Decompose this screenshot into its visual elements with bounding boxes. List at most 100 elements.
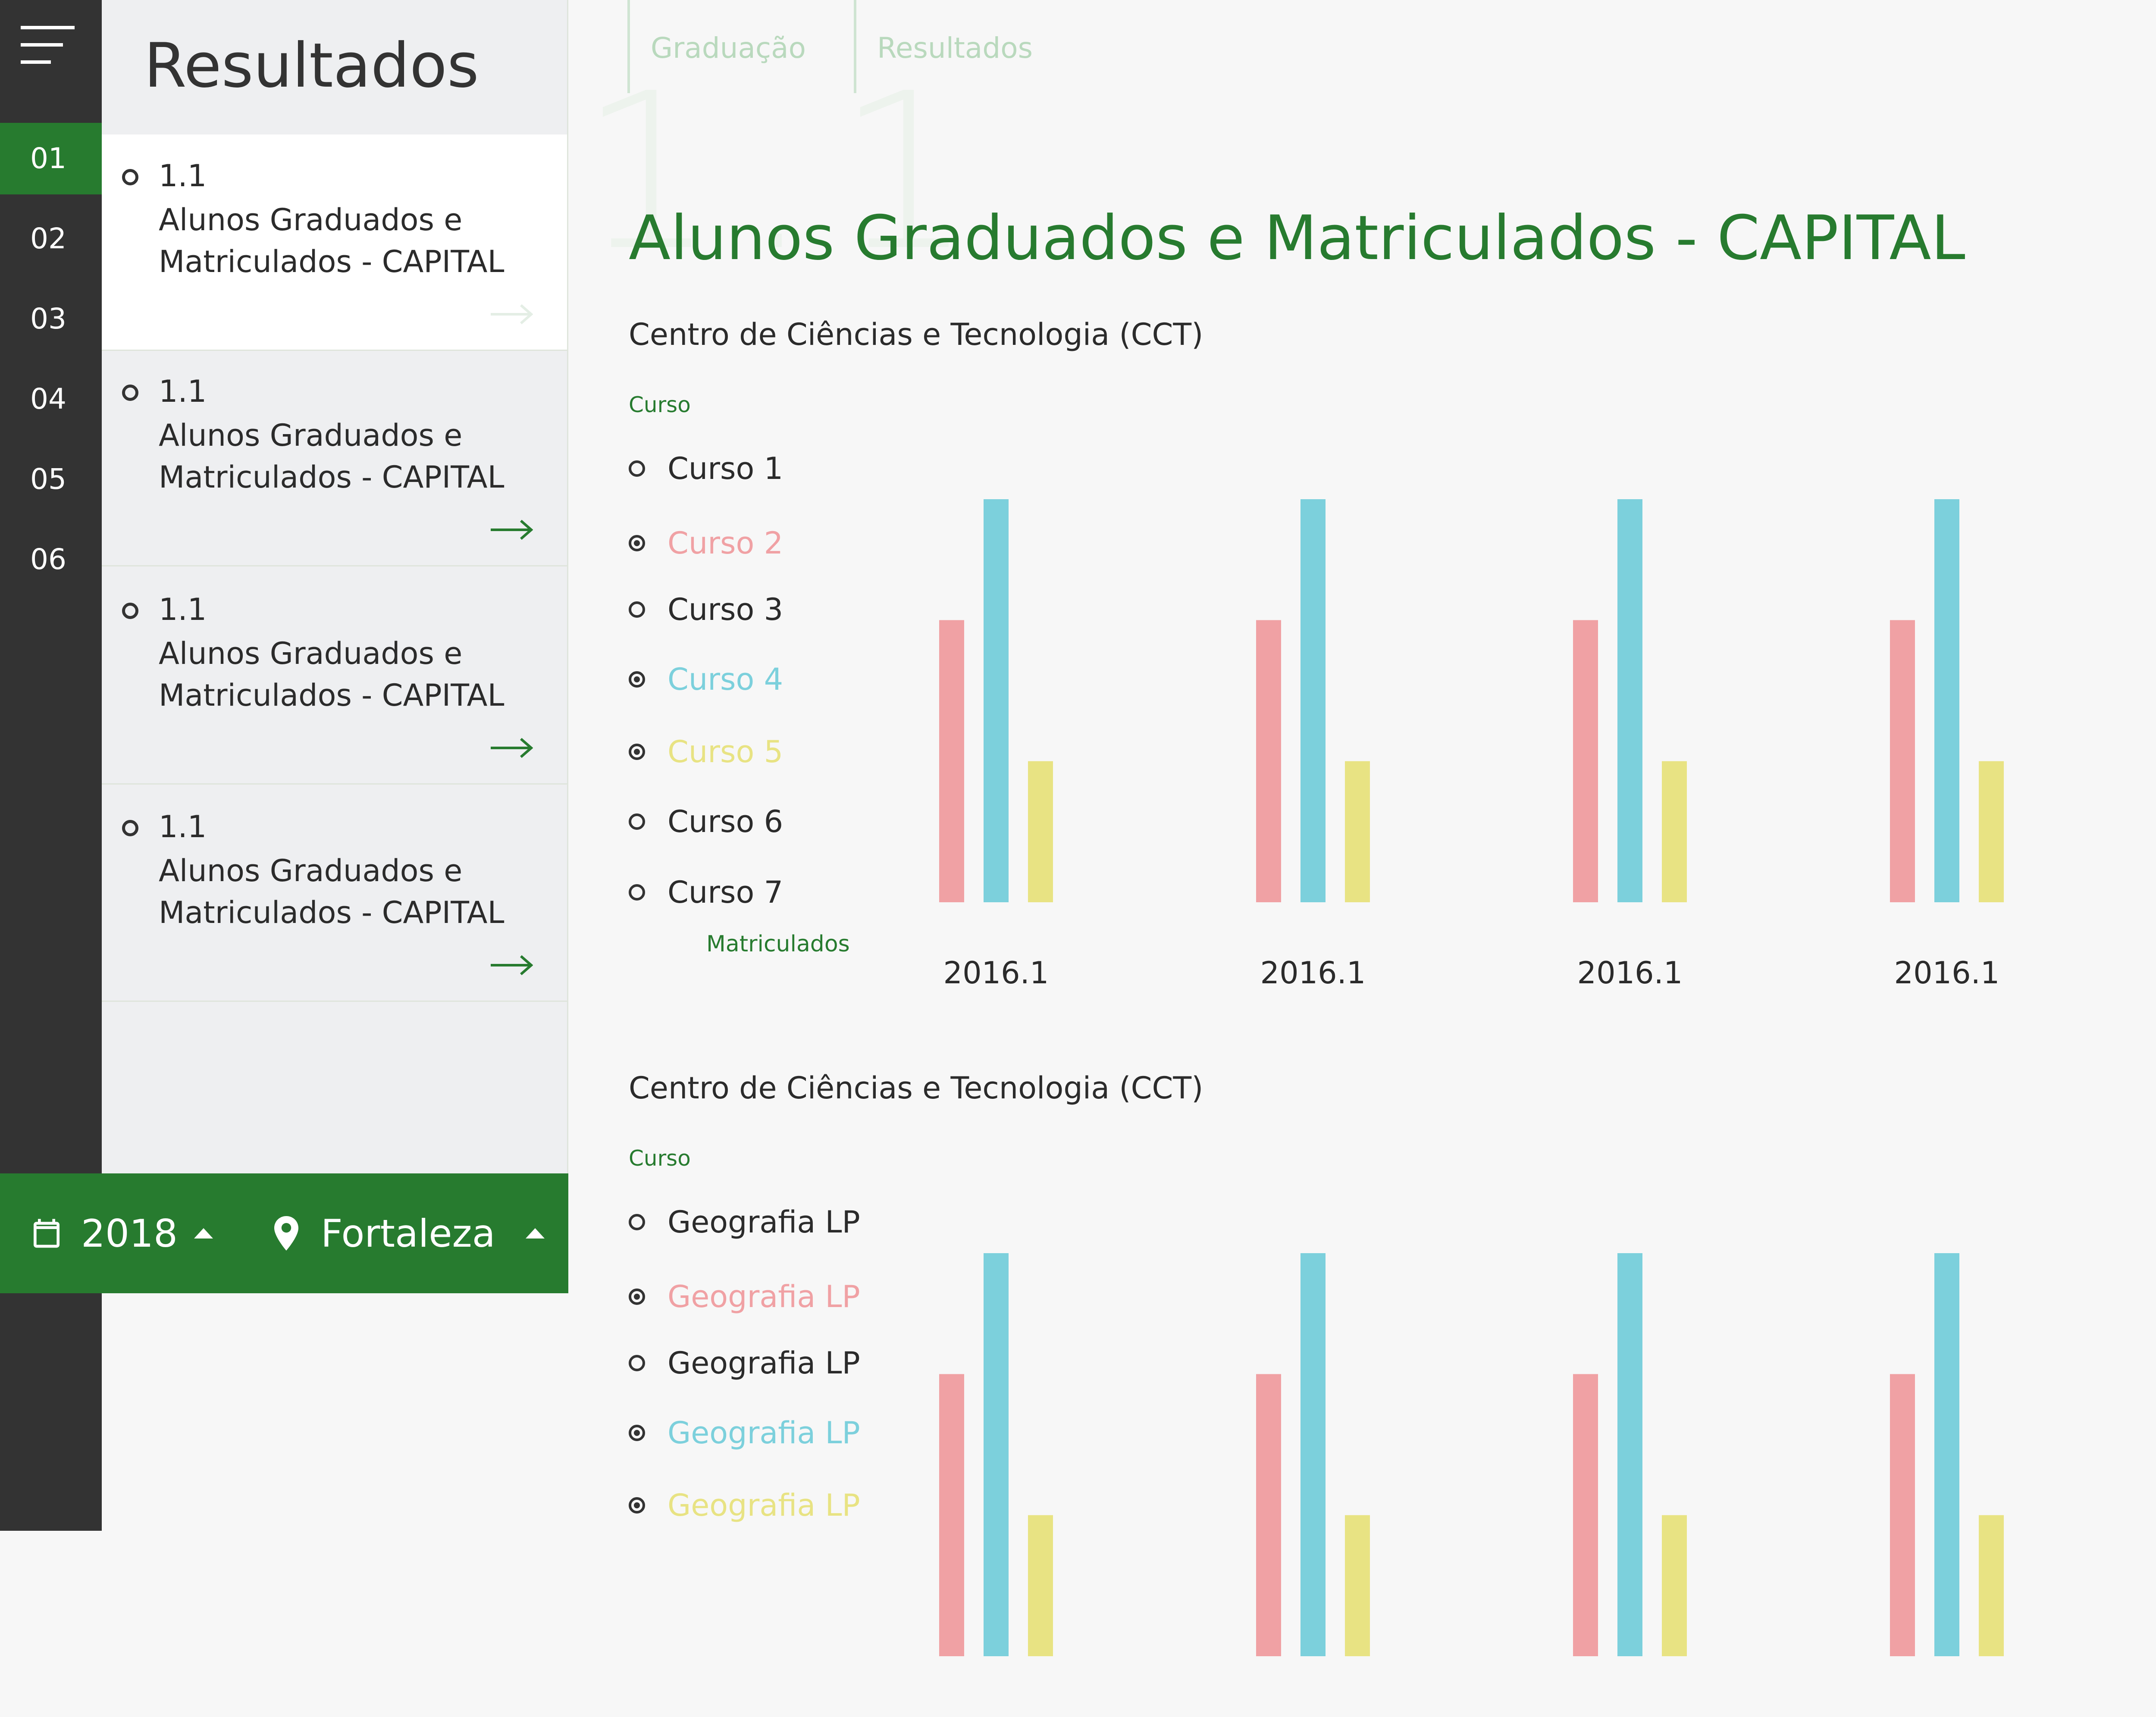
year-value: 2018 bbox=[81, 1211, 178, 1256]
tab-graduacao[interactable]: Graduação bbox=[627, 0, 806, 93]
legend-item[interactable]: Geografia LP bbox=[629, 1345, 860, 1381]
item-label: Alunos Graduados e Matriculados - CAPITA… bbox=[159, 418, 505, 495]
bar-3-group-1 bbox=[1028, 1515, 1053, 1656]
legend-item[interactable]: Curso 3 bbox=[629, 592, 783, 627]
rail-item-03[interactable]: 03 bbox=[30, 302, 66, 335]
legend-item[interactable]: Geografia LP bbox=[629, 1415, 860, 1451]
city-selector[interactable]: Fortaleza bbox=[273, 1173, 545, 1293]
bar-2-group-3 bbox=[1617, 499, 1642, 902]
bar-3-group-3 bbox=[1662, 1515, 1687, 1656]
location-pin-icon bbox=[274, 1216, 298, 1251]
bar-3-group-2 bbox=[1345, 1515, 1370, 1656]
bar-2-group-2 bbox=[1300, 499, 1326, 902]
bar-chart bbox=[939, 1253, 2004, 1656]
item-number: 1.1 bbox=[159, 592, 207, 627]
radio-button-icon[interactable] bbox=[629, 1497, 645, 1514]
center-name: Centro de Ciências e Tecnologia (CCT) bbox=[629, 1070, 1203, 1106]
section-number-watermark: 1.1 bbox=[579, 47, 1000, 298]
center-name: Centro de Ciências e Tecnologia (CCT) bbox=[629, 317, 1203, 352]
x-tick-label: 2016.1 bbox=[1260, 955, 1366, 991]
radio-button-icon[interactable] bbox=[629, 671, 645, 688]
x-tick-label: 2016.1 bbox=[1894, 955, 2000, 991]
legend-item[interactable]: Curso 6 bbox=[629, 804, 783, 839]
radio-button-icon[interactable] bbox=[629, 744, 645, 760]
legend-label: Curso 1 bbox=[667, 451, 783, 486]
rail-item-02[interactable]: 02 bbox=[30, 222, 66, 255]
bar-2-group-2 bbox=[1300, 1253, 1326, 1656]
bullet-circle-icon bbox=[122, 169, 138, 185]
item-number: 1.1 bbox=[159, 809, 207, 844]
bar-3-group-3 bbox=[1662, 761, 1687, 902]
year-selector[interactable]: 2018 bbox=[29, 1173, 213, 1293]
legend-item[interactable]: Curso 5 bbox=[629, 734, 783, 769]
arrow-right-icon[interactable] bbox=[490, 737, 533, 759]
item-label: Alunos Graduados e Matriculados - CAPITA… bbox=[159, 636, 505, 713]
legend-item[interactable]: Curso 4 bbox=[629, 662, 783, 697]
result-list-item[interactable]: 1.1 Alunos Graduados e Matriculados - CAP… bbox=[102, 350, 567, 566]
arrow-right-icon[interactable] bbox=[490, 519, 533, 541]
legend-label: Geografia LP bbox=[667, 1279, 860, 1314]
bar-1-group-4 bbox=[1890, 620, 1915, 902]
item-number: 1.1 bbox=[159, 158, 207, 194]
x-tick-label: 2016.1 bbox=[1577, 955, 1683, 991]
rail-item-04[interactable]: 04 bbox=[30, 382, 66, 416]
bar-2-group-4 bbox=[1934, 499, 1959, 902]
bar-3-group-1 bbox=[1028, 761, 1053, 902]
radio-button-icon[interactable] bbox=[629, 884, 645, 901]
city-value: Fortaleza bbox=[321, 1211, 495, 1256]
legend-item[interactable]: Geografia LP bbox=[629, 1488, 860, 1523]
result-list-item[interactable]: 1.1 Alunos Graduados e Matriculados - CAP… bbox=[102, 568, 567, 785]
item-label: Alunos Graduados e Matriculados - CAPITA… bbox=[159, 202, 505, 279]
radio-button-icon[interactable] bbox=[629, 1425, 645, 1441]
calendar-icon bbox=[34, 1219, 60, 1248]
legend-item[interactable]: Geografia LP bbox=[629, 1279, 860, 1314]
legend-label: Curso 3 bbox=[667, 592, 783, 627]
results-panel: Resultados 1.1 Alunos Graduados e Matricu… bbox=[102, 0, 568, 1173]
bar-2-group-3 bbox=[1617, 1253, 1642, 1656]
tab-resultados[interactable]: Resultados bbox=[854, 0, 1033, 93]
x-axis-name: Matriculados bbox=[706, 931, 850, 957]
bar-1-group-2 bbox=[1256, 1374, 1281, 1656]
arrow-right-icon[interactable] bbox=[490, 303, 533, 325]
rail-item-06[interactable]: 06 bbox=[30, 543, 66, 576]
legend-item[interactable]: Curso 1 bbox=[629, 451, 783, 486]
radio-button-icon[interactable] bbox=[629, 1289, 645, 1305]
main-content: Graduação Resultados 1.1 Alunos Graduado… bbox=[568, 0, 2156, 1656]
radio-button-icon[interactable] bbox=[629, 1355, 645, 1371]
legend-label: Curso 5 bbox=[667, 734, 783, 769]
navigation-rail: 01 02 03 04 05 06 bbox=[0, 0, 102, 1531]
legend-item[interactable]: Curso 7 bbox=[629, 875, 783, 910]
bullet-circle-icon bbox=[122, 820, 138, 836]
bar-1-group-3 bbox=[1573, 620, 1598, 902]
legend-item[interactable]: Curso 2 bbox=[629, 525, 783, 561]
panel-title: Resultados bbox=[144, 30, 479, 101]
legend-item[interactable]: Geografia LP bbox=[629, 1204, 860, 1240]
rail-item-01[interactable]: 01 bbox=[0, 123, 102, 194]
bar-chart: 2016.1 2016.1 2016.1 2016.1 bbox=[939, 499, 2004, 991]
radio-button-icon[interactable] bbox=[629, 460, 645, 477]
bar-1-group-4 bbox=[1890, 1374, 1915, 1656]
radio-button-icon[interactable] bbox=[629, 535, 645, 551]
legend-label: Curso 6 bbox=[667, 804, 783, 839]
bar-2-group-4 bbox=[1934, 1253, 1959, 1656]
bullet-circle-icon bbox=[122, 385, 138, 401]
legend-label: Geografia LP bbox=[667, 1488, 860, 1523]
legend-label: Curso 4 bbox=[667, 662, 783, 697]
radio-button-icon[interactable] bbox=[629, 813, 645, 830]
legend-label: Geografia LP bbox=[667, 1345, 860, 1381]
radio-button-icon[interactable] bbox=[629, 601, 645, 618]
item-label: Alunos Graduados e Matriculados - CAPITA… bbox=[159, 853, 505, 930]
bar-1-group-1 bbox=[939, 1374, 964, 1656]
caret-up-icon bbox=[525, 1228, 545, 1238]
arrow-right-icon[interactable] bbox=[490, 954, 533, 976]
chart-block: Centro de Ciências e Tecnologia (CCT) Cur… bbox=[629, 1070, 2156, 1717]
legend-label: Geografia LP bbox=[667, 1415, 860, 1451]
radio-button-icon[interactable] bbox=[629, 1214, 645, 1230]
bar-1-group-2 bbox=[1256, 620, 1281, 902]
menu-icon[interactable] bbox=[21, 22, 81, 74]
x-tick-label: 2016.1 bbox=[943, 955, 1049, 991]
rail-item-05[interactable]: 05 bbox=[30, 463, 66, 496]
result-list-item[interactable]: 1.1 Alunos Graduados e Matriculados - CAP… bbox=[102, 785, 567, 1002]
bar-2-group-1 bbox=[984, 499, 1009, 902]
result-list-item[interactable]: 1.1 Alunos Graduados e Matriculados - CAP… bbox=[102, 134, 567, 351]
